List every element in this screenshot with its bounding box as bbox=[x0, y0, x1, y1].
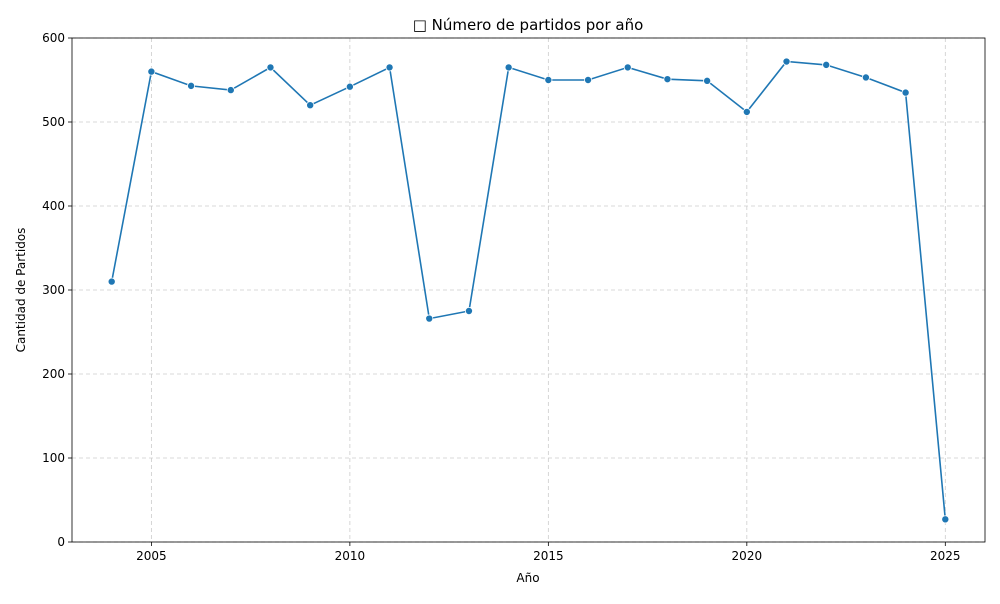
data-point bbox=[107, 277, 116, 286]
data-point bbox=[941, 515, 950, 524]
data-point bbox=[147, 67, 156, 76]
data-point bbox=[742, 107, 751, 116]
data-point bbox=[703, 76, 712, 85]
x-tick-label: 2020 bbox=[732, 549, 763, 563]
data-point bbox=[782, 57, 791, 66]
data-point bbox=[306, 101, 315, 110]
series-line bbox=[110, 60, 947, 520]
data-point bbox=[464, 306, 473, 315]
y-axis-ticks: 0 100 200 300 400 500 600 bbox=[42, 31, 72, 549]
y-tick-label: 600 bbox=[42, 31, 65, 45]
data-point bbox=[901, 88, 910, 97]
data-point bbox=[266, 63, 275, 72]
y-tick-label: 0 bbox=[57, 535, 65, 549]
x-tick-label: 2005 bbox=[136, 549, 167, 563]
y-tick-label: 400 bbox=[42, 199, 65, 213]
data-point bbox=[345, 82, 354, 91]
data-point bbox=[504, 63, 513, 72]
y-axis-title: Cantidad de Partidos bbox=[14, 228, 28, 353]
x-axis-ticks: 2005 2010 2015 2020 2025 bbox=[136, 542, 961, 563]
data-point bbox=[663, 75, 672, 84]
data-point bbox=[544, 76, 553, 85]
data-point bbox=[187, 81, 196, 90]
data-point bbox=[623, 63, 632, 72]
x-axis-title: Año bbox=[516, 571, 539, 585]
y-tick-label: 200 bbox=[42, 367, 65, 381]
x-tick-label: 2010 bbox=[335, 549, 366, 563]
data-point bbox=[584, 76, 593, 85]
x-tick-label: 2025 bbox=[930, 549, 961, 563]
data-point bbox=[861, 73, 870, 82]
data-point bbox=[822, 60, 831, 69]
data-point bbox=[385, 63, 394, 72]
data-point bbox=[226, 86, 235, 95]
series bbox=[107, 57, 950, 524]
x-tick-label: 2015 bbox=[533, 549, 564, 563]
y-tick-label: 100 bbox=[42, 451, 65, 465]
y-tick-label: 300 bbox=[42, 283, 65, 297]
data-point bbox=[425, 314, 434, 323]
y-tick-label: 500 bbox=[42, 115, 65, 129]
grid bbox=[72, 37, 985, 543]
chart-title: □ Número de partidos por año bbox=[413, 16, 644, 34]
